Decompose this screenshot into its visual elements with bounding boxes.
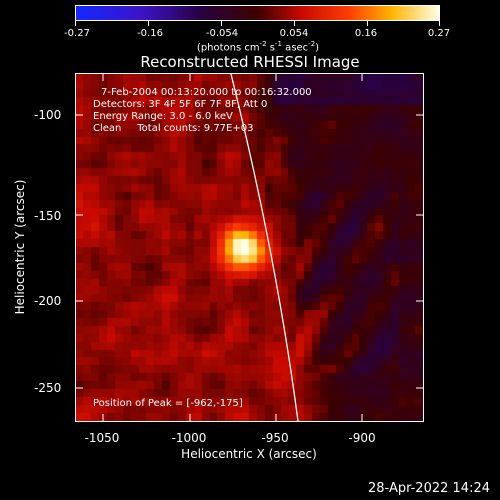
render-timestamp: 28-Apr-2022 14:24 xyxy=(368,481,490,496)
colorbar-tick xyxy=(294,21,295,26)
info-clean-counts: Clean Total counts: 9.77E+03 xyxy=(93,123,254,134)
colorbar-tick-label: 0.054 xyxy=(279,28,309,39)
colorbar-tick xyxy=(439,21,440,26)
y-axis-title: Heliocentric Y (arcsec) xyxy=(13,179,27,315)
info-detectors: Detectors: 3F 4F 5F 6F 7F 8F, Att 0 xyxy=(93,99,268,110)
colorbar-ticks xyxy=(75,21,440,27)
info-time-range: 7-Feb-2004 00:13:20.000 to 00:16:32.000 xyxy=(101,87,312,98)
image-plot xyxy=(75,73,424,422)
rhessi-image xyxy=(76,74,423,421)
colorbar-tick-label: -0.27 xyxy=(64,28,90,39)
colorbar xyxy=(75,5,440,21)
colorbar-units: (photons cm-2 s-1 asec-2) xyxy=(196,40,320,54)
x-axis-title: Heliocentric X (arcsec) xyxy=(181,447,317,461)
colorbar-tick xyxy=(367,21,368,26)
x-tick-label: -950 xyxy=(261,431,289,445)
info-energy-range: Energy Range: 3.0 - 6.0 keV xyxy=(93,111,233,122)
colorbar-tick-label: 0.16 xyxy=(354,28,378,39)
colorbar-tick xyxy=(148,21,149,26)
colorbar-tick xyxy=(75,21,76,26)
y-tick-label: -100 xyxy=(34,108,62,122)
x-tick-label: -1000 xyxy=(171,431,207,445)
colorbar-tick-label: -0.16 xyxy=(137,28,163,39)
colorbar-tick-label: 0.27 xyxy=(427,28,451,39)
x-tick-label: -1050 xyxy=(84,431,120,445)
x-tick-label: -900 xyxy=(348,431,376,445)
y-tick-label: -150 xyxy=(34,209,62,223)
image-title: Reconstructed RHESSI Image xyxy=(140,53,360,71)
solar-limb-line xyxy=(230,74,299,421)
y-tick-label: -250 xyxy=(34,381,62,395)
limb-overlay xyxy=(76,74,423,421)
colorbar-tick xyxy=(221,21,222,26)
info-peak-position: Position of Peak = [-962,-175] xyxy=(93,398,243,409)
colorbar-tick-label: -0.054 xyxy=(205,28,239,39)
y-tick-label: -200 xyxy=(34,294,62,308)
